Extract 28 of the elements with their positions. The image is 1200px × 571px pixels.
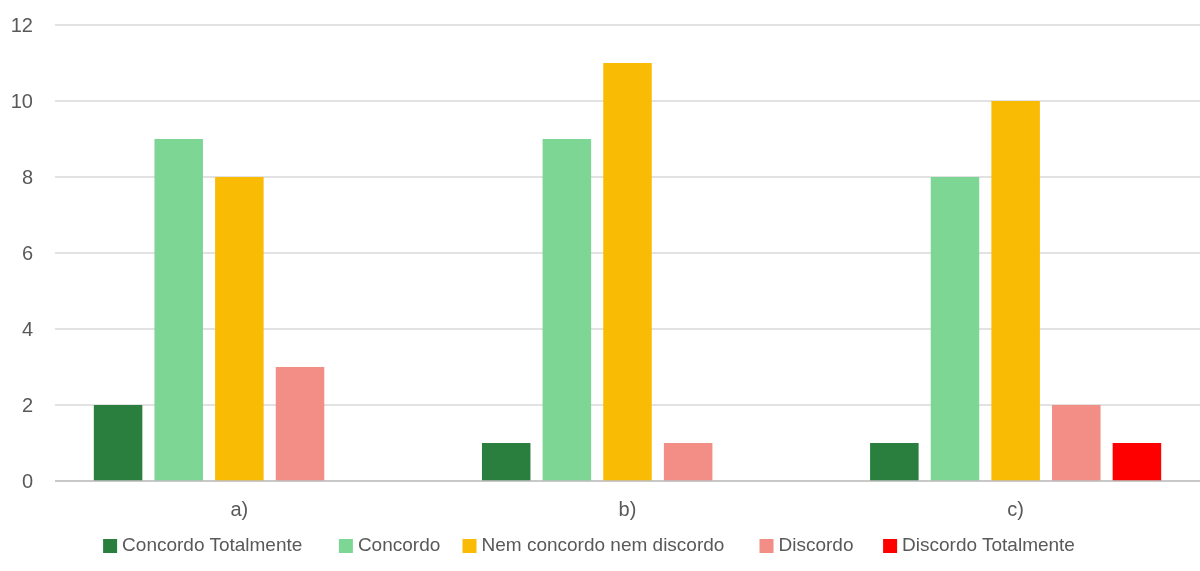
bar	[154, 139, 203, 481]
y-tick-label: 2	[21, 394, 33, 416]
x-tick-label: b)	[618, 498, 637, 520]
bar	[991, 101, 1040, 481]
bar	[930, 177, 980, 481]
legend-label: Concordo	[357, 534, 441, 555]
y-tick-label: 10	[10, 90, 33, 112]
legend-label: Concordo Totalmente	[122, 534, 303, 555]
legend-label: Discordo	[778, 534, 854, 555]
y-tick-label: 12	[10, 14, 33, 36]
bar	[870, 443, 919, 481]
x-tick-label: a)	[230, 498, 249, 520]
y-tick-label: 4	[21, 318, 33, 340]
bar	[93, 405, 143, 481]
legend-label: Discordo Totalmente	[902, 534, 1075, 555]
bar	[481, 443, 531, 481]
bar	[603, 63, 652, 481]
y-tick-label: 6	[21, 242, 33, 264]
x-tick-label: c)	[1007, 498, 1024, 520]
bar	[1052, 405, 1101, 481]
y-tick-label: 0	[21, 470, 33, 492]
bar	[215, 177, 264, 481]
legend-label: Nem concordo nem discordo	[481, 534, 725, 555]
y-tick-label: 8	[21, 166, 33, 188]
bar	[1112, 443, 1162, 481]
bar	[275, 367, 325, 481]
bar	[663, 443, 713, 481]
bar	[542, 139, 592, 481]
